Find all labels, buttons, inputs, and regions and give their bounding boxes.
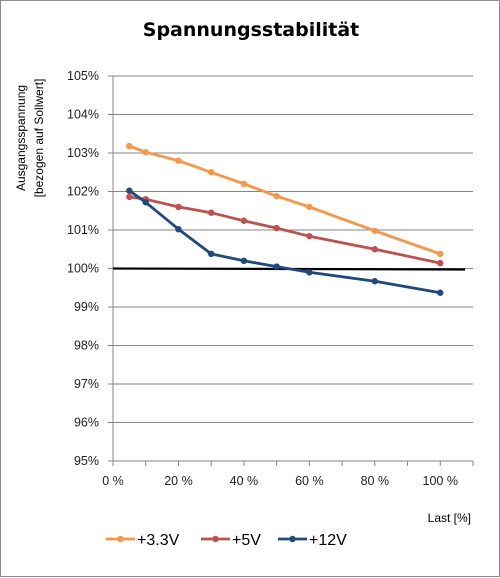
x-tick-label-40: 40 % (230, 474, 259, 488)
y-tick-label-100: 100% (67, 262, 99, 276)
data-point-5v-100 (437, 259, 444, 267)
y-tick-label-97: 97% (74, 377, 99, 391)
data-point-12v-10 (142, 199, 149, 206)
y-tick-label-95: 95% (74, 454, 99, 468)
x-tick-labels: 0 % 20 % 40 % 60 % 80 % 100 % (102, 474, 458, 488)
data-point-3-3v-20 (175, 157, 182, 164)
legend-item-12v: +12V (278, 532, 347, 549)
legend: +3.3V +5V +12V (106, 532, 347, 549)
data-point-5v-50 (273, 224, 280, 232)
y-axis-label-line-1: Ausgangsspannung (14, 85, 28, 191)
data-point-12v-40 (240, 257, 248, 264)
legend-label-12v: +12V (309, 532, 347, 549)
legend-item-3-3v: +3.3V (106, 532, 180, 549)
y-axis-label-line-2: [bezogen auf Sollwert] (32, 79, 46, 198)
data-point-5v-60 (306, 232, 313, 240)
data-point-12v-20 (175, 226, 182, 233)
data-point-12v-60 (306, 269, 313, 276)
data-point-3-3v-80 (371, 227, 379, 234)
data-point-3-3v-30 (207, 169, 215, 176)
data-point-5v-5 (126, 193, 133, 201)
y-tick-label-102: 102% (67, 185, 99, 199)
series-group (126, 142, 444, 296)
data-point-3-3v-100 (437, 250, 444, 258)
data-point-5v-20 (175, 203, 182, 211)
data-point-3-3v-10 (142, 149, 149, 156)
y-tick-label-101: 101% (67, 223, 99, 237)
y-tick-label-103: 103% (67, 146, 99, 160)
axes (108, 75, 474, 466)
y-tick-label-99: 99% (74, 300, 99, 314)
data-point-3-3v-50 (273, 192, 280, 200)
x-axis-label: Last [%] (428, 511, 471, 525)
legend-swatch-marker-12v (289, 535, 296, 543)
x-tick-label-80: 80 % (361, 474, 390, 488)
x-tick-label-100: 100 % (423, 474, 458, 488)
data-point-12v-30 (207, 250, 215, 258)
y-tick-label-105: 105% (67, 69, 99, 83)
x-tick-label-20: 20 % (164, 474, 193, 488)
data-point-12v-80 (371, 278, 379, 285)
chart-title: Spannungsstabilität (143, 19, 359, 41)
legend-swatch-marker-3-3v (117, 535, 124, 543)
data-point-12v-100 (437, 289, 444, 296)
series-12v (126, 187, 444, 296)
x-tick-label-0: 0 % (102, 474, 124, 488)
data-point-12v-50 (273, 263, 280, 270)
data-point-12v-5 (126, 187, 133, 194)
legend-swatch-marker-5v (212, 535, 219, 543)
data-point-5v-80 (371, 246, 379, 253)
series-3-3v (126, 142, 444, 258)
legend-label-3-3v: +3.3V (137, 532, 180, 549)
data-point-3-3v-60 (306, 203, 313, 211)
legend-label-5v: +5V (232, 532, 261, 549)
data-point-3-3v-5 (126, 142, 133, 150)
legend-item-5v: +5V (201, 532, 261, 549)
data-point-5v-40 (240, 217, 248, 224)
data-point-5v-30 (207, 209, 215, 216)
x-tick-label-60: 60 % (295, 474, 324, 488)
y-tick-label-98: 98% (74, 339, 99, 353)
data-point-3-3v-40 (240, 180, 248, 187)
y-tick-label-96: 96% (74, 416, 99, 430)
y-tick-label-104: 104% (67, 108, 99, 122)
y-tick-labels: 95% 96% 97% 98% 99% 100% 101% 102% 103% 104% 105% (67, 69, 99, 468)
